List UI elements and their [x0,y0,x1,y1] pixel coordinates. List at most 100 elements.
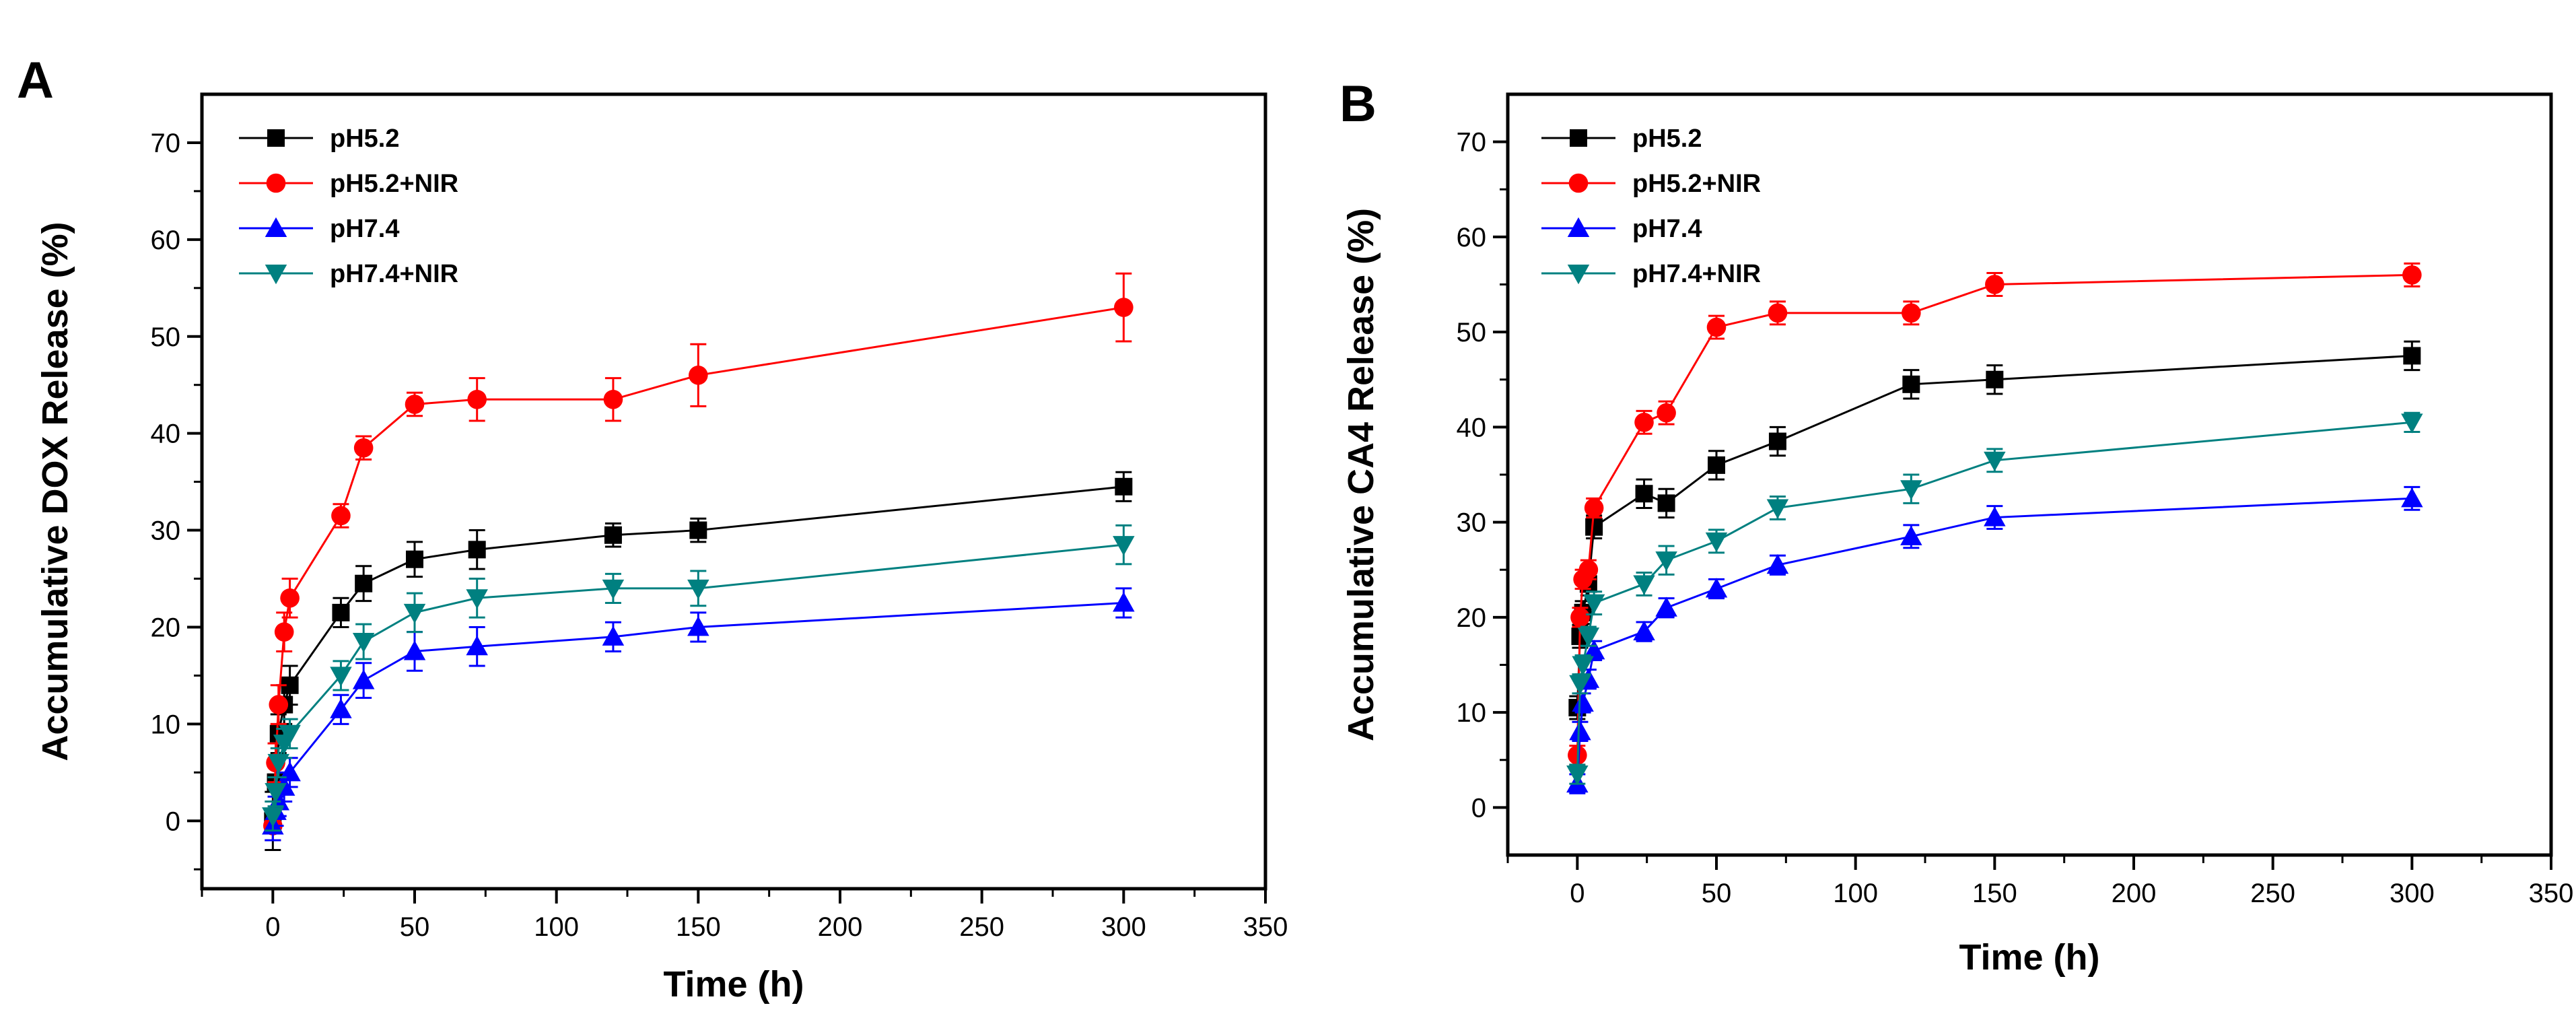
panel-b-data-point [1572,656,1594,676]
panel-b-data-point [1633,575,1655,595]
panel-b-data-point [1708,456,1725,474]
panel-a-data-point [602,579,625,600]
panel-a-legend-label: pH5.2 [330,125,399,153]
panel-b-x-tick-label: 300 [2390,879,2435,908]
panel-b-y-tick-label: 50 [1457,318,1487,347]
panel-a-legend-marker [267,129,285,147]
panel-b-x-tick-label: 100 [1833,879,1878,908]
panel-b-legend-marker [1567,217,1590,237]
panel-a-y-tick-label: 70 [151,129,181,158]
panel-a-y-tick-label: 50 [151,322,181,352]
panel-a-data-point [403,640,426,660]
panel-b-data-point [1582,594,1605,614]
panel-b-data-point [1900,525,1922,545]
panel-a-y-tick-label: 20 [151,613,181,642]
panel-a-y-tick-label: 30 [151,516,181,546]
panel-a-data-point [330,667,352,687]
panel-a-data-point [352,633,375,653]
panel-a-series-ph7-4-nir [262,524,1135,832]
panel-a-x-axis-title: Time (h) [663,964,804,1005]
panel-a-data-point [279,724,301,745]
panel-a-data-point [466,589,488,609]
panel-b-data-point [1569,675,1591,695]
panel-b-data-point [1902,375,1920,393]
panel-a-data-point [265,783,287,803]
panel-b-data-point [1984,506,2006,526]
panel-b-x-tick-label: 200 [2112,879,2157,908]
panel-b-legend-label: pH7.4+NIR [1632,260,1761,288]
panel-b-x-tick-label: 0 [1570,879,1585,908]
panel-b-data-point [1766,553,1789,574]
panel-a-legend-entry: pH5.2+NIR [239,170,458,198]
panel-b-data-point [1570,607,1590,627]
panel-b-y-tick-label: 70 [1457,128,1487,158]
panel-a-data-point [689,366,708,385]
panel-a-data-point [355,574,373,592]
panel-a-x-tick-label: 200 [818,912,863,942]
panel-a-y-tick-label: 0 [166,807,180,836]
panel-b-data-point [1984,451,2006,472]
panel-b-data-point [2403,347,2421,365]
panel-a-x-tick-label: 300 [1101,912,1146,942]
panel-b-legend-entry: pH7.4+NIR [1541,260,1761,288]
panel-a-data-point [1114,298,1134,317]
panel-b-data-point [1657,494,1675,512]
panel-b-legend-marker [1567,265,1590,285]
panel-b-data-point [1900,480,1922,500]
panel-b-x-tick-label: 250 [2250,879,2295,908]
panel-b-y-axis-title: Accumulative CA4 Release (%) [1341,208,1381,741]
panel-a-legend-entry: pH7.4 [239,215,399,243]
panel-a-y-axis-title: Accumulative DOX Release (%) [35,222,75,761]
panel-a-data-point [269,695,289,714]
panel-b-data-point [1566,765,1589,786]
panel-a-data-point [1115,477,1133,496]
panel-b-data-point [1705,532,1728,553]
panel-a-x-tick-label: 100 [534,912,579,942]
panel-b-series-ph7-4-nir [1566,411,2423,786]
panel-a-legend-label: pH7.4+NIR [330,260,458,288]
panel-b-data-point [1585,518,1603,536]
panel-b-x-axis-title: Time (h) [1959,937,2099,978]
panel-b-data-point [1569,720,1591,741]
panel-b-data-point [1768,303,1788,323]
panel-b-legend-entry: pH7.4 [1541,215,1702,243]
panel-a-x-tick-label: 50 [400,912,430,942]
panel-b-y-tick-label: 20 [1457,603,1487,633]
panel-b-legend-label: pH5.2+NIR [1632,170,1761,198]
panel-a-data-point [604,526,622,544]
panel-a-data-point [466,635,488,656]
panel-a-data-point [405,395,425,414]
panel-b-data-point [1577,627,1600,648]
panel-a: A 0 50 100 150 200 250 300 350 0 10 20 30 40 50 60 70 Tim… [17,52,1288,1005]
panel-a-data-point [332,603,350,621]
panel-a-data-point [687,579,709,600]
panel-b-legend-entry: pH5.2+NIR [1541,170,1761,198]
panel-b-data-point [1655,551,1677,572]
panel-b-data-point [1635,485,1653,503]
panel-a-data-point [603,389,623,409]
panel-a-data-point [467,389,487,409]
panel-a-data-point [274,622,294,642]
panel-b-legend-marker [1570,129,1587,147]
panel-a-data-point [331,506,351,526]
panel-b-data-point [1572,691,1594,712]
panel-b-label: B [1339,75,1377,133]
panel-a-data-point [687,616,709,636]
panel-b-data-point [2401,487,2423,508]
panel-a-data-point [267,753,290,774]
panel-a-y-tick-label: 40 [151,419,181,449]
panel-b-data-point [1766,499,1789,519]
panel-a-label: A [17,52,54,109]
panel-b-data-point [1657,403,1676,423]
panel-a-data-point [689,521,707,539]
panel-b-x-tick-label: 150 [1972,879,2017,908]
panel-a-data-point [403,603,426,624]
panel-b-x-tick-label: 50 [1702,879,1732,908]
panel-b-legend-label: pH5.2 [1632,125,1702,153]
panel-a-x-tick-label: 150 [676,912,721,942]
panel-b-data-point [1902,303,1921,323]
panel-b-data-point [2402,265,2422,285]
panel-a-data-point [1113,536,1135,556]
panel-b-data-point [1985,275,2005,294]
